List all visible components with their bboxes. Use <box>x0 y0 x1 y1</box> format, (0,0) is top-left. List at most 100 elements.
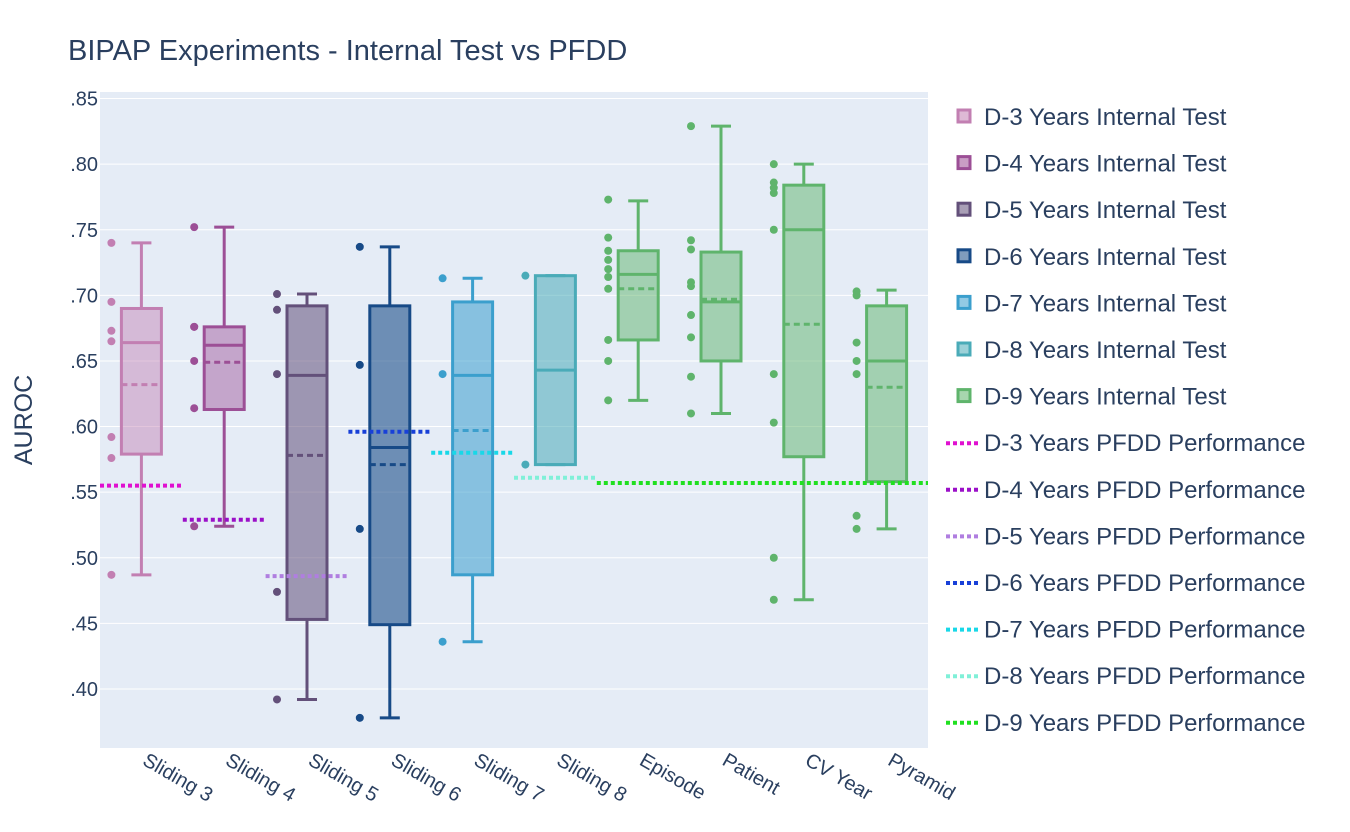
legend-item[interactable]: D-6 Years PFDD Performance <box>946 570 1305 597</box>
data-point[interactable] <box>604 284 613 293</box>
data-point[interactable] <box>852 511 861 520</box>
data-point[interactable] <box>521 271 530 280</box>
data-point[interactable] <box>355 360 364 369</box>
data-point[interactable] <box>604 246 613 255</box>
data-point[interactable] <box>769 418 778 427</box>
legend-label: D-6 Years PFDD Performance <box>984 570 1305 597</box>
data-point[interactable] <box>769 160 778 169</box>
data-point[interactable] <box>687 409 695 418</box>
data-point[interactable] <box>107 238 116 247</box>
data-point[interactable] <box>769 370 778 379</box>
box-body[interactable] <box>119 306 163 456</box>
box-body[interactable] <box>202 325 246 412</box>
data-point[interactable] <box>687 333 695 342</box>
box-sliding-8[interactable] <box>521 271 577 469</box>
legend-item[interactable]: D-8 Years Internal Test <box>956 337 1227 364</box>
data-point[interactable] <box>687 236 695 245</box>
data-point[interactable] <box>190 223 199 232</box>
data-point[interactable] <box>190 404 199 413</box>
legend-item[interactable]: D-5 Years Internal Test <box>956 197 1227 224</box>
data-point[interactable] <box>769 189 778 198</box>
data-point[interactable] <box>852 356 861 365</box>
data-point[interactable] <box>604 272 613 281</box>
data-point[interactable] <box>107 326 116 335</box>
legend-item[interactable]: D-4 Years PFDD Performance <box>946 477 1305 504</box>
legend-item[interactable]: D-3 Years PFDD Performance <box>946 430 1305 457</box>
data-point[interactable] <box>355 713 364 722</box>
box-sliding-7[interactable] <box>438 274 495 646</box>
legend-label: D-3 Years Internal Test <box>984 104 1227 131</box>
data-point[interactable] <box>769 595 778 604</box>
box-pyramid[interactable] <box>852 287 909 533</box>
legend-item[interactable]: D-9 Years Internal Test <box>956 384 1227 411</box>
data-point[interactable] <box>521 460 530 469</box>
box-episode[interactable] <box>604 195 660 405</box>
box-sliding-6[interactable] <box>355 242 412 722</box>
legend-item[interactable]: D-9 Years PFDD Performance <box>946 710 1305 737</box>
data-point[interactable] <box>604 233 613 242</box>
data-point[interactable] <box>604 335 613 344</box>
box-body[interactable] <box>699 250 743 363</box>
data-point[interactable] <box>273 695 281 704</box>
legend-item[interactable]: D-3 Years Internal Test <box>956 104 1227 131</box>
data-point[interactable] <box>687 311 695 320</box>
data-point[interactable] <box>604 356 613 365</box>
data-point[interactable] <box>107 433 116 442</box>
data-point[interactable] <box>355 242 364 251</box>
data-point[interactable] <box>107 337 116 346</box>
box-sliding-3[interactable] <box>107 238 163 579</box>
data-point[interactable] <box>852 338 861 347</box>
data-point[interactable] <box>273 290 281 299</box>
legend-item[interactable]: D-7 Years Internal Test <box>956 290 1227 317</box>
legend-item[interactable]: D-7 Years PFDD Performance <box>946 617 1305 644</box>
legend-item[interactable]: D-4 Years Internal Test <box>956 151 1227 178</box>
data-point[interactable] <box>438 274 447 283</box>
box-body[interactable] <box>782 183 826 459</box>
data-point[interactable] <box>687 372 695 381</box>
data-point[interactable] <box>190 356 199 365</box>
y-tick-label: .60 <box>70 417 98 439</box>
data-point[interactable] <box>687 122 695 131</box>
box-body[interactable] <box>865 304 909 484</box>
data-point[interactable] <box>852 524 861 533</box>
data-point[interactable] <box>604 195 613 204</box>
box-series <box>107 122 909 722</box>
box-body[interactable] <box>451 300 495 577</box>
legend-item[interactable]: D-6 Years Internal Test <box>956 244 1227 271</box>
y-tick-label: .45 <box>70 613 98 635</box>
data-point[interactable] <box>438 637 447 646</box>
data-point[interactable] <box>355 524 364 533</box>
data-point[interactable] <box>107 570 116 579</box>
x-tick-label: Sliding 7 <box>470 749 547 806</box>
box-patient[interactable] <box>687 122 743 418</box>
box-sliding-5[interactable] <box>273 290 329 704</box>
data-point[interactable] <box>273 305 281 314</box>
data-point[interactable] <box>604 265 613 274</box>
box-body[interactable] <box>616 249 660 342</box>
data-point[interactable] <box>190 322 199 331</box>
data-point[interactable] <box>769 225 778 234</box>
legend[interactable]: D-3 Years Internal Test D-4 Years Interna… <box>946 104 1305 737</box>
data-point[interactable] <box>107 454 116 463</box>
box-cv-year[interactable] <box>769 160 826 604</box>
box-sliding-4[interactable] <box>190 223 246 531</box>
data-point[interactable] <box>852 291 861 300</box>
legend-swatch <box>956 108 972 124</box>
data-point[interactable] <box>107 297 116 306</box>
legend-item[interactable]: D-5 Years PFDD Performance <box>946 523 1305 550</box>
data-point[interactable] <box>852 370 861 379</box>
data-point[interactable] <box>687 245 695 254</box>
data-point[interactable] <box>604 396 613 405</box>
box-body[interactable] <box>285 304 329 621</box>
data-point[interactable] <box>273 370 281 379</box>
data-point[interactable] <box>273 587 281 596</box>
data-point[interactable] <box>687 282 695 291</box>
legend-item[interactable]: D-8 Years PFDD Performance <box>946 663 1305 690</box>
legend-label: D-6 Years Internal Test <box>984 244 1227 271</box>
data-point[interactable] <box>438 370 447 379</box>
legend-label: D-7 Years PFDD Performance <box>984 617 1305 644</box>
data-point[interactable] <box>769 553 778 562</box>
data-point[interactable] <box>604 255 613 264</box>
data-point[interactable] <box>190 522 199 531</box>
